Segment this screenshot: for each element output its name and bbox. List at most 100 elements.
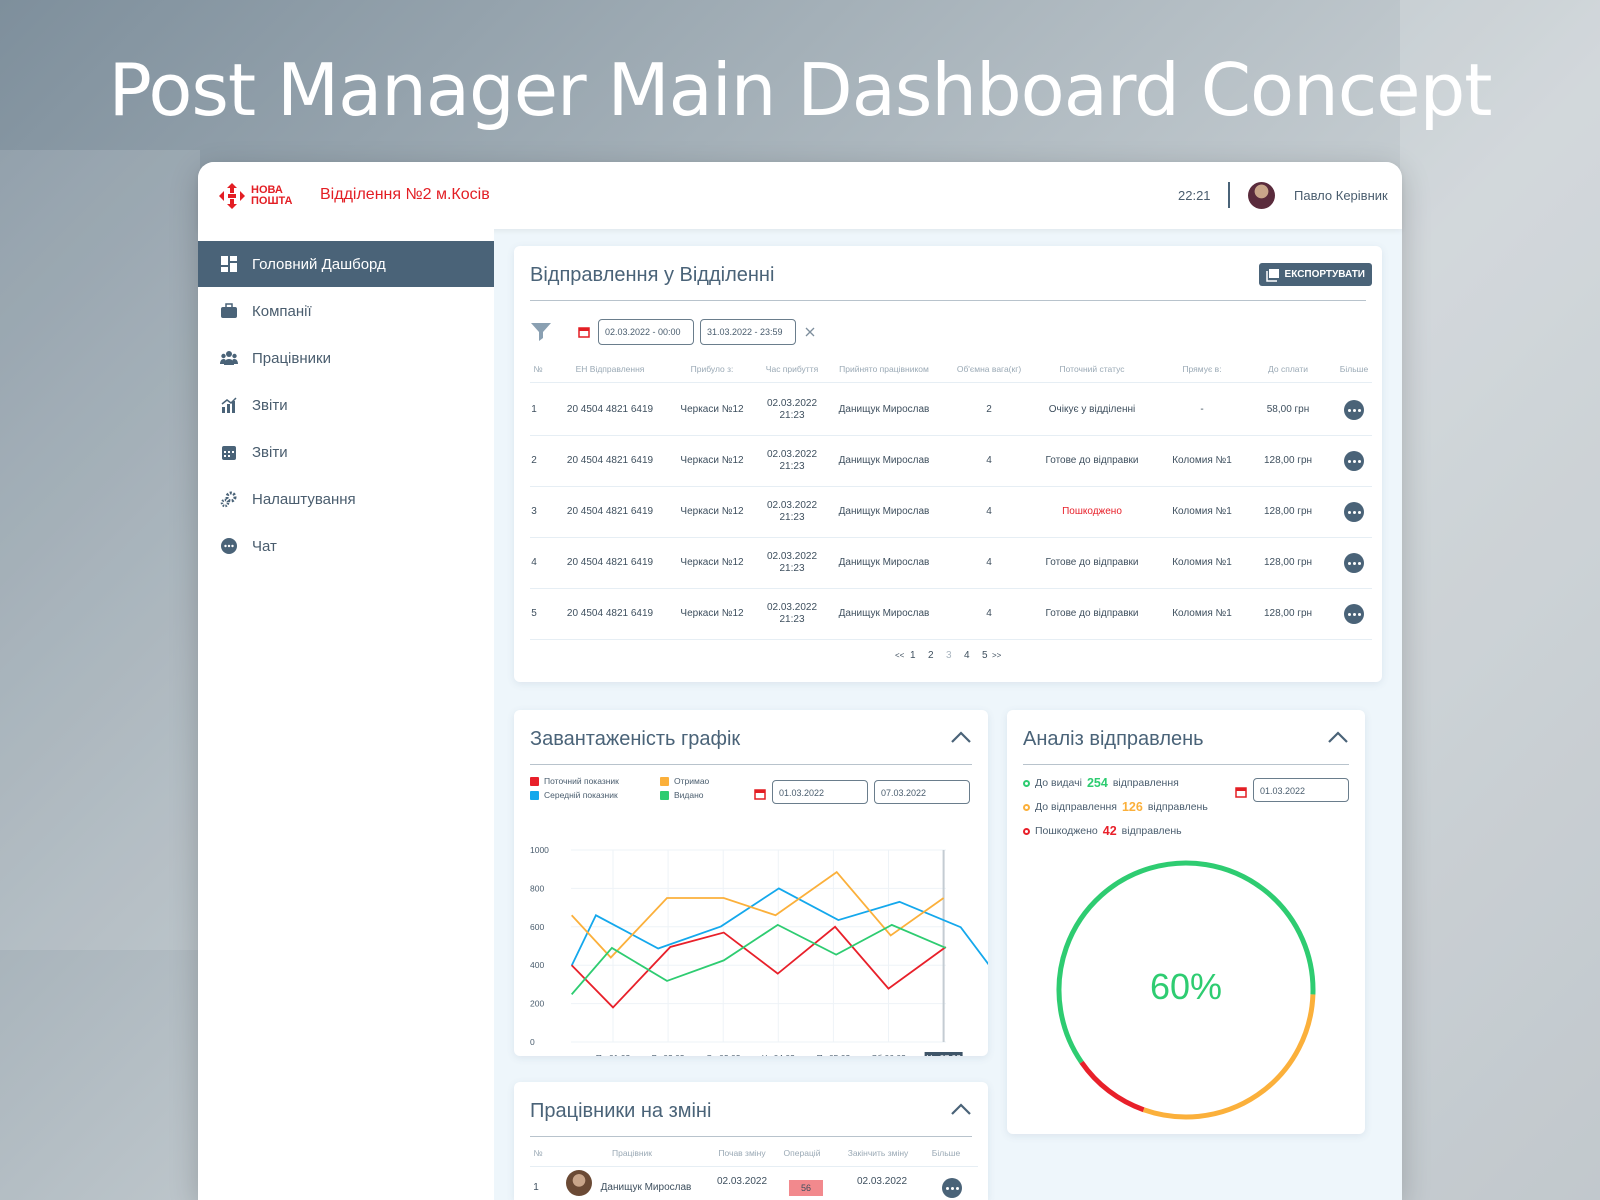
x-tick-label: Чт 04.03: [762, 1053, 795, 1056]
cell-to: Коломия №1: [1172, 506, 1232, 517]
export-button[interactable]: ЕКСПОРТУВАТИ: [1258, 263, 1372, 286]
clear-icon[interactable]: [804, 326, 816, 338]
page-3[interactable]: 3: [946, 650, 952, 661]
divider: [530, 382, 1372, 383]
x-tick-label: Вт 02.03: [652, 1053, 685, 1056]
sidebar-item-1[interactable]: Компанії: [198, 288, 494, 334]
column-header: №: [533, 364, 543, 374]
more-button[interactable]: [1344, 553, 1364, 573]
column-header: Працівник: [612, 1148, 652, 1158]
branch-name: Відділення №2 м.Косів: [320, 186, 490, 203]
briefcase-icon: [221, 303, 237, 318]
sidebar-item-label: Працівники: [252, 349, 331, 367]
sidebar-item-label: Головний Дашборд: [252, 255, 386, 273]
dashboard-window: НОВА ПОШТА Відділення №2 м.Косів 22:21 Па…: [198, 162, 1402, 1200]
stat-suffix: відправлень: [1147, 801, 1208, 813]
cell-start: 02.03.2022: [716, 1176, 768, 1187]
page-4[interactable]: 4: [964, 650, 970, 661]
y-tick-label: 800: [530, 883, 544, 893]
sidebar-item-2[interactable]: Працівники: [198, 335, 494, 381]
status-dot-icon: [1023, 779, 1030, 787]
chevron-up-icon[interactable]: [950, 1102, 972, 1116]
divider: [530, 300, 1366, 301]
panel-title: Завантаженість графік: [530, 728, 741, 750]
logo[interactable]: НОВА ПОШТА: [218, 182, 293, 210]
page-1[interactable]: 1: [910, 650, 916, 661]
top-bar: НОВА ПОШТА Відділення №2 м.Косів 22:21 Па…: [198, 162, 1402, 229]
analysis-donut-chart: [1056, 860, 1316, 1120]
cell-name: Данищук Мирослав: [600, 1182, 692, 1193]
stat-suffix: відправлення: [1112, 777, 1179, 789]
more-button[interactable]: [1344, 604, 1364, 624]
sidebar-item-3[interactable]: Звіти: [198, 382, 494, 428]
cell-en: 20 4504 4821 6419: [566, 557, 654, 568]
stat-item: Пошкоджено 42 відправлень: [1023, 824, 1182, 838]
stat-value: 254: [1086, 776, 1108, 790]
chart-icon: [221, 397, 237, 413]
column-header: №: [533, 1148, 543, 1158]
cell-by: Данищук Мирослав: [838, 455, 930, 466]
sidebar-item-6[interactable]: Чат: [198, 523, 494, 569]
calendar-icon[interactable]: [1235, 786, 1247, 798]
series-line-2: [571, 870, 945, 959]
legend-label: Отримао: [674, 776, 710, 786]
divider: [530, 639, 1372, 640]
date-to-input[interactable]: 07.03.2022: [874, 780, 970, 804]
donut-segment-0: [1056, 860, 1316, 1064]
sidebar-item-4[interactable]: Звіти: [198, 429, 494, 475]
export-label: ЕКСПОРТУВАТИ: [1284, 269, 1365, 280]
divider: [530, 1136, 972, 1137]
arrival-time: 02.03.2022 21:23: [767, 602, 817, 626]
date-from-input[interactable]: 02.03.2022 - 00:00: [598, 319, 694, 345]
shipments-panel: Відправлення у Відділенні ЕКСПОРТУВАТИ 0…: [514, 246, 1382, 682]
user-name[interactable]: Павло Керівник: [1294, 188, 1388, 203]
calendar-icon[interactable]: [754, 788, 766, 800]
column-header: Час прибуття: [765, 364, 819, 374]
users-icon: [220, 351, 238, 365]
avatar[interactable]: [1248, 182, 1275, 209]
cell-end: 02.03.2022: [856, 1176, 908, 1187]
cell-n: 1: [533, 1182, 539, 1193]
sidebar-item-label: Компанії: [252, 302, 312, 320]
arrival-date: 02.03.2022: [766, 398, 818, 409]
calendar-icon[interactable]: [578, 326, 590, 338]
legend-item: Видано: [660, 790, 704, 800]
prev-page-button[interactable]: <<: [895, 651, 905, 660]
sidebar-item-0[interactable]: Головний Дашборд: [198, 241, 494, 287]
more-button[interactable]: [1344, 502, 1364, 522]
legend-item: Отримао: [660, 776, 709, 786]
column-header: Об'ємна вага(кг): [956, 364, 1022, 374]
stat-label: До видачі: [1035, 777, 1082, 789]
donut-segment-1: [1142, 994, 1316, 1120]
arrival-hour: 21:23: [779, 461, 805, 472]
arrival-hour: 21:23: [779, 563, 805, 574]
divider: [1023, 764, 1349, 765]
cell-status: Пошкоджено: [1062, 506, 1122, 517]
series-line-0: [571, 925, 947, 1009]
next-page-button[interactable]: >>: [992, 651, 1002, 660]
chevron-up-icon[interactable]: [1327, 730, 1349, 744]
cell-n: 5: [531, 608, 537, 619]
arrival-hour: 21:23: [779, 410, 805, 421]
date-input[interactable]: 01.03.2022: [1253, 778, 1349, 802]
filter-icon[interactable]: [530, 322, 552, 342]
column-header: Більше: [931, 1148, 961, 1158]
legend-swatch: [660, 776, 669, 786]
column-header: Поточний статус: [1059, 364, 1125, 374]
page-5[interactable]: 5: [982, 650, 988, 661]
date-from-input[interactable]: 01.03.2022: [772, 780, 868, 804]
column-header: Прийнято працівником: [839, 364, 929, 374]
load-line-chart: 0 200 400 600 800 1000 Пн 01.03 Вт 02.03 Ср 03.0…: [530, 845, 988, 1056]
chevron-up-icon[interactable]: [950, 730, 972, 744]
more-button[interactable]: [942, 1178, 962, 1198]
more-button[interactable]: [1344, 400, 1364, 420]
cell-from: Черкаси №12: [680, 404, 744, 415]
sidebar-item-5[interactable]: Налаштування: [198, 476, 494, 522]
column-header: Більше: [1339, 364, 1369, 374]
page-2[interactable]: 2: [928, 650, 934, 661]
more-button[interactable]: [1344, 451, 1364, 471]
divider: [530, 588, 1372, 589]
cell-w: 4: [986, 506, 992, 517]
date-to-input[interactable]: 31.03.2022 - 23:59: [700, 319, 796, 345]
stat-value: 126: [1121, 800, 1143, 814]
